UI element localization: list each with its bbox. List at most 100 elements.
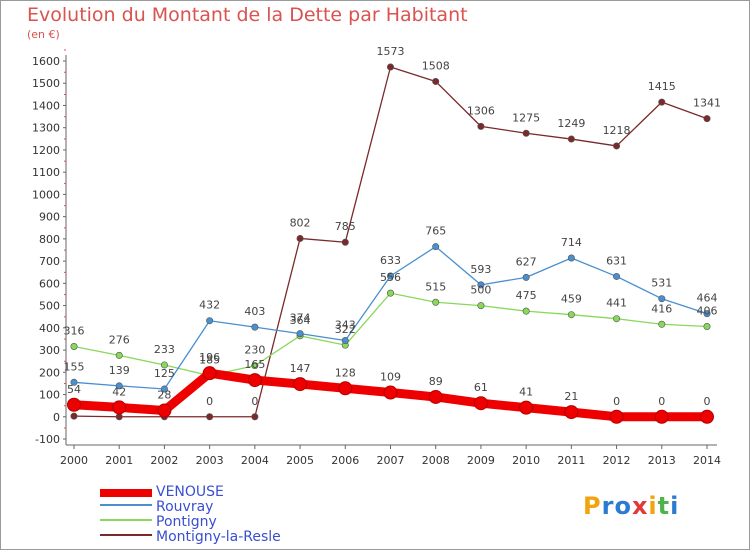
y-tick-label: 200 xyxy=(39,366,60,379)
x-tick-label: 2001 xyxy=(105,454,133,467)
data-label: 54 xyxy=(67,383,81,396)
legend-label: Rouvray xyxy=(156,499,214,515)
data-label: 1508 xyxy=(422,59,450,72)
data-point xyxy=(247,373,262,388)
logo-letter: o xyxy=(614,492,632,520)
data-point xyxy=(251,323,259,331)
data-label: 0 xyxy=(613,395,620,408)
data-point xyxy=(115,413,123,421)
y-tick-label: 700 xyxy=(39,255,60,268)
legend-label: Montigny-la-Resle xyxy=(156,529,281,545)
y-tick-label: 600 xyxy=(39,277,60,290)
data-point xyxy=(522,273,530,281)
data-label: 155 xyxy=(64,360,85,373)
data-label: 627 xyxy=(516,255,537,268)
data-point xyxy=(613,142,621,150)
data-label: 1306 xyxy=(467,104,495,117)
data-point xyxy=(67,397,81,412)
series-line xyxy=(73,66,708,418)
data-label: 403 xyxy=(244,305,265,318)
data-point xyxy=(202,366,217,381)
data-label: 1218 xyxy=(603,124,631,137)
data-point xyxy=(703,310,711,318)
data-point xyxy=(160,361,168,369)
data-point xyxy=(251,362,259,370)
x-tick-label: 2009 xyxy=(467,454,495,467)
data-label: 147 xyxy=(290,362,311,375)
data-point xyxy=(522,307,530,315)
data-point xyxy=(654,409,669,424)
y-tick-label: 1200 xyxy=(32,144,60,157)
y-tick-label: 1600 xyxy=(32,55,60,68)
y-tick-label: 400 xyxy=(39,322,60,335)
legend-label: Pontigny xyxy=(156,514,217,530)
y-tick-label: -100 xyxy=(35,433,60,446)
data-point xyxy=(338,381,353,396)
logo-letter: i xyxy=(648,492,658,520)
data-point xyxy=(567,254,575,262)
data-label: 631 xyxy=(606,254,627,267)
data-label: 1275 xyxy=(512,111,540,124)
data-point xyxy=(341,336,349,344)
chart-unit: (en €) xyxy=(27,28,60,41)
data-label: 765 xyxy=(425,225,446,238)
y-tick-label: 900 xyxy=(39,211,60,224)
data-label: 515 xyxy=(425,280,446,293)
data-point xyxy=(609,409,624,424)
x-tick-label: 2008 xyxy=(422,454,450,467)
data-label: 374 xyxy=(290,312,311,325)
data-label: 714 xyxy=(561,236,582,249)
y-tick-label: 500 xyxy=(39,300,60,313)
y-tick-label: 0 xyxy=(53,411,60,424)
data-label: 593 xyxy=(470,263,491,276)
data-label: 322 xyxy=(335,323,356,336)
proxiti-logo: Proxiti xyxy=(583,492,679,520)
data-point xyxy=(251,413,259,421)
y-tick-label: 1300 xyxy=(32,122,60,135)
data-point xyxy=(567,311,575,319)
data-point xyxy=(115,382,123,390)
data-label: 196 xyxy=(199,351,220,364)
legend-label: VENOUSE xyxy=(156,484,224,500)
x-tick-label: 2003 xyxy=(196,454,224,467)
data-point xyxy=(658,98,666,106)
data-label: 128 xyxy=(335,366,356,379)
data-label: 459 xyxy=(561,293,582,306)
x-tick-label: 2005 xyxy=(286,454,314,467)
data-point xyxy=(386,272,394,280)
data-label: 531 xyxy=(651,277,672,290)
data-point xyxy=(519,400,534,415)
data-point xyxy=(70,343,78,351)
x-tick-label: 2000 xyxy=(60,454,88,467)
data-point xyxy=(112,400,127,415)
data-label: 165 xyxy=(244,358,265,371)
data-point xyxy=(386,289,394,297)
data-label: 41 xyxy=(519,386,533,399)
data-label: 89 xyxy=(429,375,443,388)
y-tick-label: 1400 xyxy=(32,99,60,112)
data-label: 406 xyxy=(697,304,718,317)
data-point xyxy=(567,135,575,143)
data-label: 21 xyxy=(564,390,578,403)
data-label: 432 xyxy=(199,299,220,312)
data-label: 109 xyxy=(380,371,401,384)
data-point xyxy=(613,315,621,323)
x-tick-label: 2002 xyxy=(150,454,178,467)
logo-letter: x xyxy=(631,492,649,520)
legend-swatch xyxy=(100,519,152,521)
data-label: 42 xyxy=(112,385,126,398)
data-point xyxy=(206,413,214,421)
data-point xyxy=(383,385,398,400)
data-point xyxy=(293,377,308,392)
data-point xyxy=(473,396,488,411)
data-label: 364 xyxy=(290,314,311,327)
data-point xyxy=(115,351,123,359)
logo-letter: r xyxy=(601,492,615,520)
data-label: 139 xyxy=(109,364,130,377)
data-point xyxy=(432,77,440,85)
data-point xyxy=(703,115,711,123)
data-label: 0 xyxy=(658,395,665,408)
logo-letter: i xyxy=(670,492,680,520)
